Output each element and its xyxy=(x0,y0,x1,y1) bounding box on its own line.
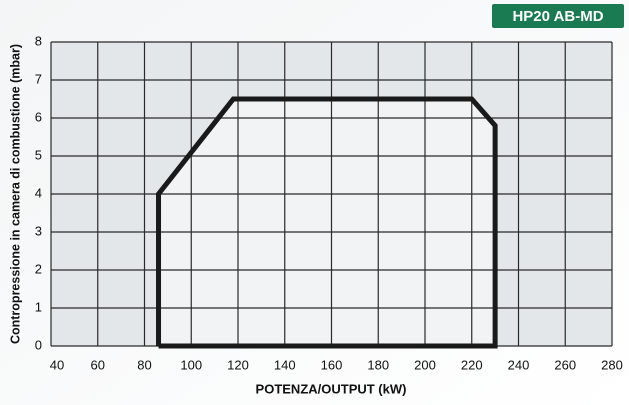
x-tick-label: 60 xyxy=(91,357,105,372)
x-tick-label: 140 xyxy=(274,357,296,372)
x-tick-label: 220 xyxy=(461,357,483,372)
x-tick-label: 40 xyxy=(50,357,64,372)
y-tick-label: 3 xyxy=(35,223,42,238)
badge: HP20 AB-MD xyxy=(512,8,603,25)
x-tick-label: 180 xyxy=(367,357,389,372)
badge-box xyxy=(492,4,624,28)
y-tick-label: 5 xyxy=(35,147,42,162)
x-tick-label: 260 xyxy=(554,357,576,372)
field-area xyxy=(158,99,496,346)
x-tick-label: 120 xyxy=(227,357,249,372)
series-line xyxy=(156,96,498,349)
y-tick-label: 0 xyxy=(35,337,42,352)
y-axis-title: Contropressione in camera di combustione… xyxy=(8,44,22,344)
x-tick-label: 200 xyxy=(414,357,436,372)
x-tick-label: 100 xyxy=(180,357,202,372)
x-axis-title: POTENZA/OUTPUT (kW) xyxy=(256,381,407,396)
x-tick-label: 240 xyxy=(508,357,530,372)
y-tick-label: 7 xyxy=(35,71,42,86)
x-tick-label: 160 xyxy=(321,357,343,372)
y-tick-label: 1 xyxy=(35,299,42,314)
x-tick-label: 80 xyxy=(137,357,151,372)
y-tick-label: 6 xyxy=(35,109,42,124)
y-tick-label: 2 xyxy=(35,261,42,276)
y-tick-label: 8 xyxy=(35,33,42,48)
y-tick-label: 4 xyxy=(35,185,42,200)
x-tick-label: 280 xyxy=(601,357,623,372)
